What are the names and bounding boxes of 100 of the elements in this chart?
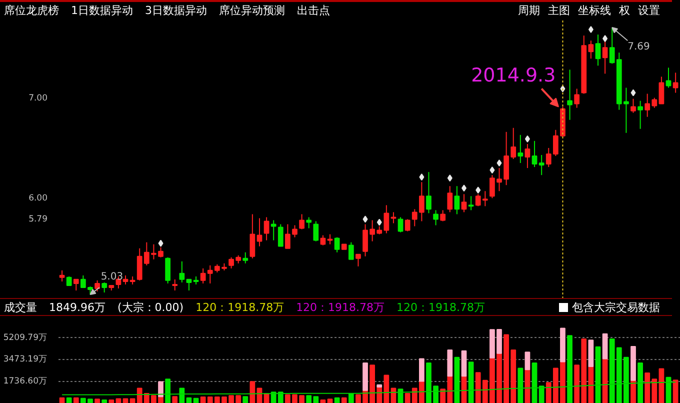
point <box>376 218 382 226</box>
candlestick <box>207 264 213 284</box>
bar <box>193 398 199 403</box>
candlestick <box>278 224 284 247</box>
candlestick <box>102 282 108 293</box>
text: 1日数据异动 <box>71 3 133 18</box>
candlestick <box>666 67 672 88</box>
annotation: 2014.9.3 <box>471 64 556 87</box>
bar <box>94 398 100 403</box>
candlestick <box>320 234 326 246</box>
bar <box>630 346 636 381</box>
text: 3日数据异动 <box>145 3 207 18</box>
candlestick <box>532 140 538 168</box>
point <box>476 186 481 194</box>
candlestick <box>242 252 248 264</box>
y-tick-label: 5209.79万 <box>3 332 48 343</box>
bar <box>419 358 424 382</box>
candlestick <box>122 274 128 285</box>
text: 席位龙虎榜 <box>4 3 59 18</box>
line-series <box>62 382 676 396</box>
text: 设置 <box>638 3 660 18</box>
point <box>524 135 530 142</box>
bar <box>560 328 566 362</box>
bar <box>73 397 79 403</box>
bar <box>130 398 136 403</box>
candlestick <box>172 278 178 291</box>
candlestick <box>398 216 404 233</box>
text: 周期 <box>518 3 540 18</box>
y-tick-label: 6.00 <box>28 194 48 204</box>
candlestick <box>264 216 270 241</box>
bar <box>602 358 608 403</box>
bar <box>108 399 114 403</box>
candlestick <box>179 260 185 283</box>
candlestick <box>468 196 474 211</box>
point <box>496 160 502 167</box>
bar <box>672 380 678 403</box>
candlestick <box>256 218 262 247</box>
candlestick <box>59 270 65 282</box>
point <box>362 216 368 223</box>
candlestick <box>66 276 72 286</box>
text: (大宗：0.00) <box>118 300 184 315</box>
candlestick <box>524 143 530 169</box>
bar <box>122 398 128 403</box>
text: 主图 <box>548 3 570 18</box>
bar <box>362 362 368 391</box>
candlestick <box>165 256 170 284</box>
point <box>447 174 452 182</box>
candlestick <box>447 186 453 213</box>
bar <box>538 386 544 403</box>
candlestick <box>546 147 552 168</box>
bar <box>588 340 594 368</box>
text: 包含大宗交易数据 <box>571 300 660 315</box>
point <box>588 26 594 34</box>
chart-title: 成交量 <box>4 300 37 315</box>
candlestick <box>334 236 340 253</box>
text: 坐标线 <box>578 3 611 18</box>
annotation: 5.03 <box>100 271 124 282</box>
candlestick <box>327 234 333 245</box>
text: 出击点 <box>297 3 330 18</box>
bar <box>454 356 460 403</box>
candlestick <box>538 154 544 176</box>
bar <box>447 350 453 377</box>
candlestick <box>638 100 643 130</box>
text: 席位异动预测 <box>219 3 285 18</box>
candlestick <box>595 34 601 66</box>
bar <box>158 381 164 398</box>
candlestick <box>306 216 312 229</box>
candlestick <box>73 278 79 291</box>
bar <box>66 397 72 403</box>
bar <box>334 397 340 403</box>
candlestick <box>440 210 446 222</box>
bar <box>242 396 248 403</box>
candlestick <box>390 212 396 224</box>
bar <box>327 398 333 403</box>
candlestick <box>348 242 354 260</box>
candlestick <box>552 129 558 156</box>
candlestick <box>574 88 580 108</box>
bar <box>59 397 65 403</box>
bar <box>172 396 178 403</box>
bar <box>376 384 382 388</box>
candlestick <box>454 186 460 215</box>
y-tick-label: 3473.19万 <box>3 354 48 365</box>
bar <box>179 388 185 403</box>
bar <box>532 362 538 403</box>
candlestick <box>672 72 678 94</box>
candlestick <box>313 220 319 242</box>
candlestick <box>630 98 636 114</box>
candlestick <box>588 40 594 60</box>
text: 120：1918.78万 <box>396 300 486 315</box>
bar <box>102 399 108 403</box>
bar <box>518 368 524 403</box>
candlestick <box>80 274 86 288</box>
bar <box>320 399 326 403</box>
bar <box>468 362 474 403</box>
candlestick <box>250 214 256 259</box>
candlestick <box>186 278 192 291</box>
bar <box>341 397 347 403</box>
text: 权 <box>619 3 630 18</box>
bar <box>165 378 170 403</box>
candlestick <box>200 268 206 284</box>
